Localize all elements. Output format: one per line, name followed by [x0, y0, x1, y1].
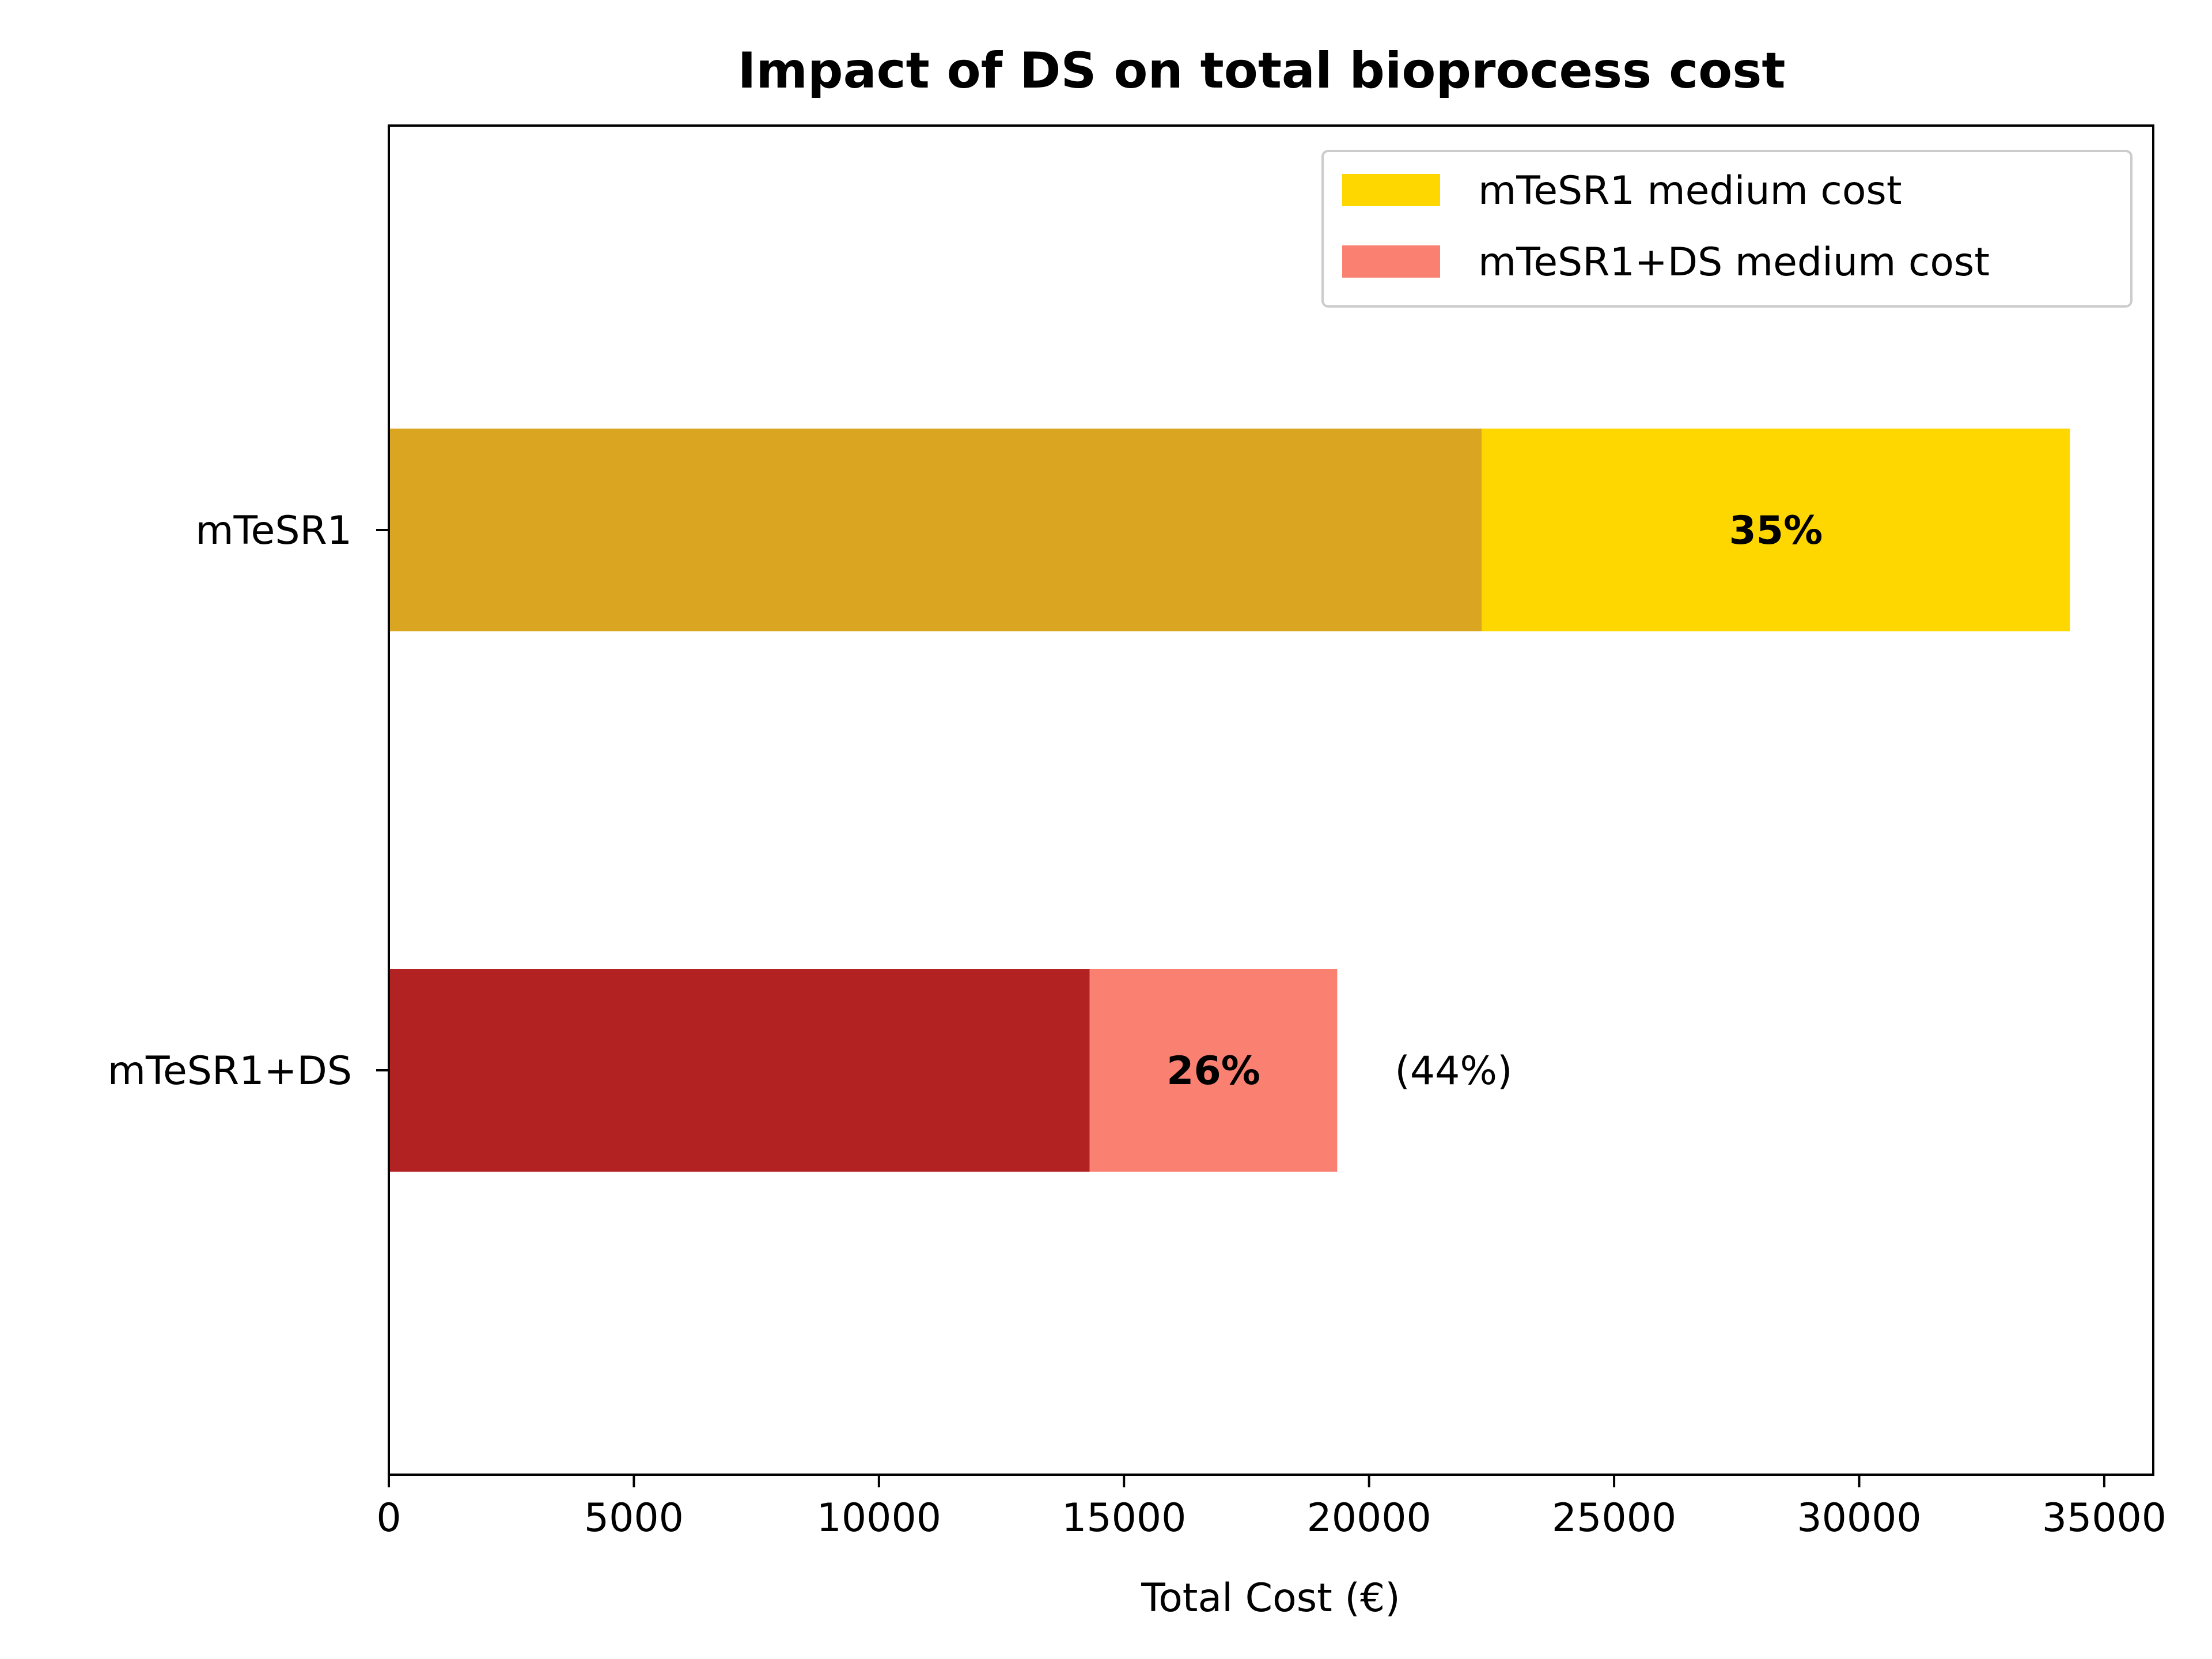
x-tick-label: 0	[376, 1495, 401, 1541]
legend-swatch	[1342, 174, 1440, 206]
legend-box	[1321, 150, 2133, 308]
bar-base-mtesr1-plus-ds	[389, 969, 1090, 1172]
bar-base-mtesr1	[389, 429, 1482, 631]
y-axis: mTeSR1 mTeSR1+DS	[108, 508, 389, 1094]
axes-frame	[388, 124, 2154, 1476]
y-tick-label: mTeSR1	[195, 508, 352, 554]
bar-medium-mtesr1	[1482, 429, 2070, 631]
x-tick-label: 20000	[1307, 1495, 1431, 1541]
x-axis: 0 5000 10000 15000 20000 25000 30000 35000	[376, 1475, 2166, 1541]
legend: mTeSR1 medium cost mTeSR1+DS medium cost	[1321, 150, 2133, 308]
x-tick-label: 5000	[584, 1495, 684, 1541]
x-tick-label: 30000	[1797, 1495, 1921, 1541]
bar-label-mtesr1: 35%	[1729, 508, 1823, 554]
x-tick-label: 10000	[817, 1495, 941, 1541]
bar-label-mtesr1-plus-ds: 26%	[1166, 1048, 1260, 1094]
x-axis-label: Total Cost (€)	[1141, 1575, 1400, 1621]
legend-label: mTeSR1 medium cost	[1478, 168, 1902, 214]
legend-label: mTeSR1+DS medium cost	[1478, 240, 1990, 285]
x-tick-label: 15000	[1062, 1495, 1186, 1541]
chart-title: Impact of DS on total bioprocess cost	[737, 42, 1785, 100]
legend-swatch	[1342, 245, 1440, 278]
y-tick-label: mTeSR1+DS	[108, 1048, 352, 1094]
plot-area: 35% 26% (44%)	[389, 429, 2070, 1172]
bar-medium-mtesr1-plus-ds	[1089, 969, 1338, 1172]
bar-annotation-mtesr1-plus-ds: (44%)	[1395, 1048, 1512, 1094]
x-tick-label: 35000	[2042, 1495, 2166, 1541]
x-tick-label: 25000	[1552, 1495, 1676, 1541]
